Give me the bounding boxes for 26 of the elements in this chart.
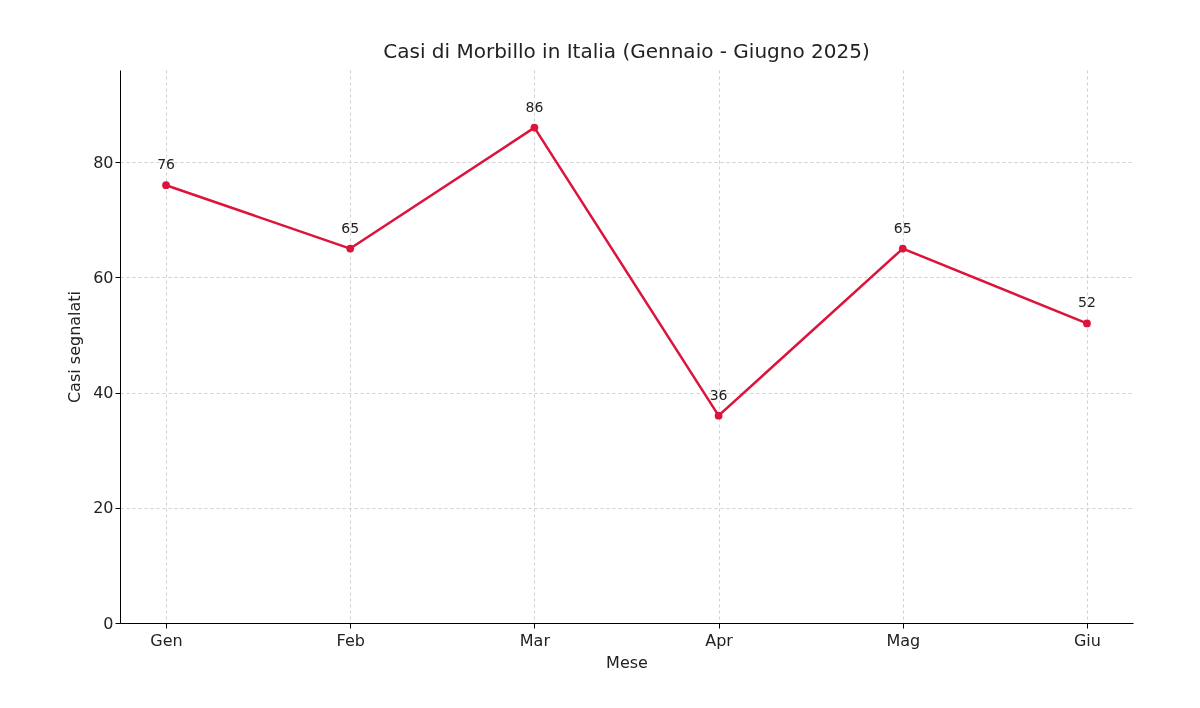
x-tick-label: Feb <box>336 630 365 650</box>
x-tick-label: Mar <box>519 630 551 650</box>
chart-title: Casi di Morbillo in Italia (Gennaio - Giugno 2025) <box>383 39 870 63</box>
data-label: 52 <box>1078 294 1096 311</box>
y-tick-label: 0 <box>103 613 114 633</box>
y-tick-label: 60 <box>93 267 114 287</box>
data-label: 76 <box>157 156 176 173</box>
x-axis-title: Mese <box>606 652 648 672</box>
point <box>162 181 170 190</box>
data-label: 65 <box>341 219 360 236</box>
point <box>346 244 355 253</box>
data-label: 86 <box>525 98 544 115</box>
point <box>530 123 539 132</box>
data-label: 65 <box>893 219 912 236</box>
x-tick-label: Mag <box>886 630 921 650</box>
x-tick-label: Apr <box>705 630 734 650</box>
point <box>898 244 907 253</box>
x-tick-label: Giu <box>1073 630 1101 650</box>
y-tick-label: 20 <box>93 498 114 518</box>
y-tick-label: 40 <box>93 383 114 403</box>
data-label: 36 <box>709 386 728 403</box>
y-axis-title: Casi segnalati <box>65 290 85 404</box>
x-tick-label: Gen <box>150 630 183 650</box>
point <box>1083 319 1091 328</box>
point <box>714 411 723 420</box>
y-tick-label: 80 <box>93 152 114 172</box>
